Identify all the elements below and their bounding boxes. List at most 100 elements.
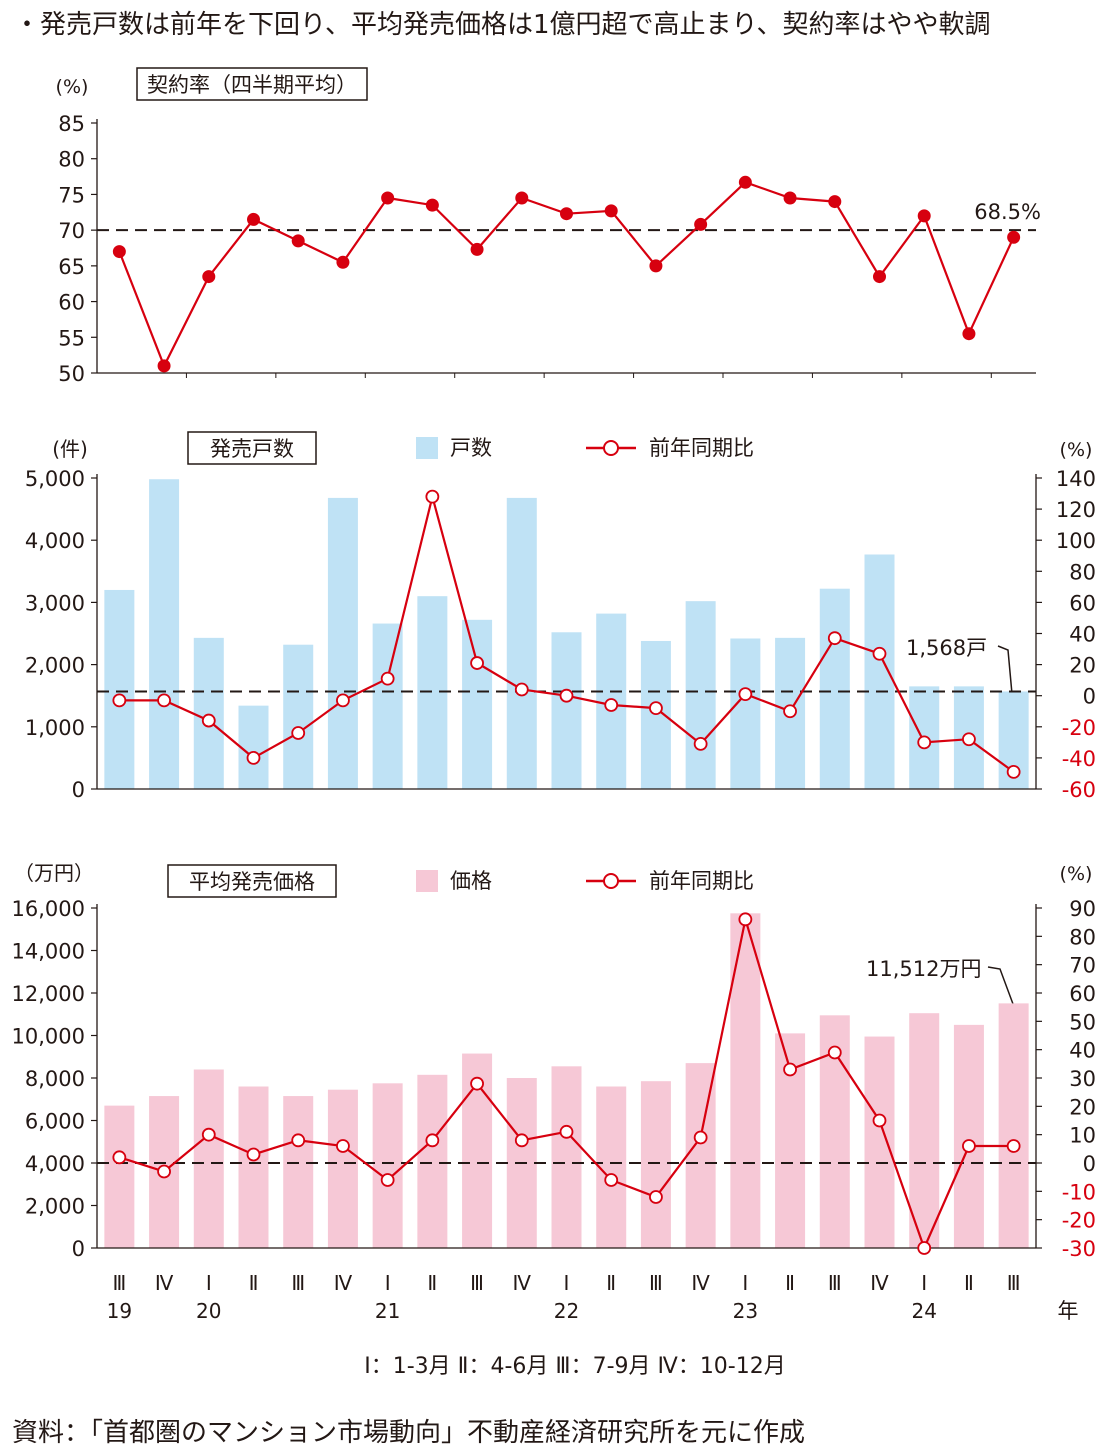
price-point [559,1124,574,1139]
quarter-label: Ⅳ [870,1271,889,1295]
price-point [380,1173,395,1187]
quarter-label: Ⅱ [606,1271,616,1295]
contract-rate-point [291,234,305,248]
units-y2-tick-label: 20 [1069,654,1096,678]
contract-rate-y-tick-label: 80 [58,148,85,172]
price-y-tick-label: 0 [72,1237,85,1261]
price-point [1006,1139,1021,1153]
units-y-tick-label: 1,000 [25,716,85,740]
units-y-tick-label: 4,000 [25,529,85,553]
units-point [693,737,708,751]
contract-rate-y-tick-label: 65 [58,255,85,279]
price-y-tick-label: 10,000 [12,1025,85,1049]
price-bar [104,1105,135,1248]
units-bar [104,589,135,789]
quarter-label: Ⅰ [385,1271,391,1295]
units-title: 発売戸数 [210,437,294,461]
contract-rate-chart: 契約率（四半期平均） (%) 68.5% 50 55 60 65 70 75 80 85 [56,67,1041,386]
units-point [1006,764,1021,779]
contract-rate-point [1007,230,1021,244]
price-y2-tick-label: -30 [1062,1237,1096,1261]
contract-rate-point [202,270,216,284]
contract-rate-point [515,191,529,205]
price-point [962,1139,976,1153]
units-annotation-leader [997,645,1013,695]
price-y2-tick-label: 10 [1069,1124,1096,1148]
quarter-label: Ⅳ [155,1271,174,1295]
price-bar [909,1013,940,1248]
price-point [336,1139,350,1153]
quarter-label: Ⅰ [742,1271,748,1295]
price-point [872,1113,887,1128]
quarter-label: Ⅳ [513,1271,532,1295]
price-point [783,1062,797,1077]
price-point [112,1150,127,1165]
contract-rate-point [962,327,976,341]
price-point [738,912,753,927]
contract-rate-point [783,191,797,205]
year-label: 24 [911,1299,936,1323]
units-bar [417,596,448,789]
units-point [246,751,261,765]
units-bar [864,554,895,789]
units-y2-tick-label: 40 [1069,623,1096,647]
year-label: 20 [196,1299,221,1323]
units-bar [685,601,716,789]
price-chart: 平均発売価格 （万円） (%) 価格 前年同期比 11,512万円 0 2,000… [12,861,1096,1261]
year-label: 21 [375,1299,400,1323]
contract-rate-point [560,207,573,221]
units-y2-tick-label: -20 [1062,716,1096,740]
units-bar [506,497,537,789]
price-point [693,1130,708,1145]
price-y-tick-label: 14,000 [12,940,85,964]
price-y2-tick-label: 40 [1069,1039,1096,1063]
price-point [827,1045,842,1060]
units-chart: 発売戸数 (件) (%) 戸数 前年同期比 1,568戸 0 1,000 2,000… [25,431,1096,802]
price-bar [596,1086,627,1248]
units-bar [238,705,269,789]
price-y2-tick-label: 60 [1069,982,1096,1006]
year-label: 22 [554,1299,579,1323]
price-legend-line-label: 前年同期比 [649,869,754,893]
price-legend-marker [603,873,619,889]
price-y-tick-label: 16,000 [12,897,85,921]
price-y-tick-label: 12,000 [12,982,85,1006]
price-point [514,1133,529,1148]
units-legend-marker [603,440,619,456]
quarter-label: Ⅳ [691,1271,710,1295]
contract-rate-y-tick-label: 60 [58,291,85,315]
units-point [917,735,932,750]
units-y-tick-label: 0 [72,778,85,802]
quarter-label: Ⅱ [427,1271,437,1295]
contract-rate-ylabel: (%) [56,76,89,98]
price-bar [551,1066,582,1248]
year-label: 23 [733,1299,758,1323]
source-note: 資料：「首都圏のマンション市場動向」不動産経済研究所を元に作成 [12,1418,806,1448]
contract-rate-point [157,359,171,373]
quarter-label: Ⅰ [206,1271,212,1295]
price-ylabel: （万円） [14,861,94,885]
period-note: Ⅰ：1-3月 Ⅱ：4-6月 Ⅲ：7-9月 Ⅳ：10-12月 [364,1354,786,1379]
price-bar [193,1069,224,1248]
price-point [157,1164,171,1179]
quarter-label: Ⅲ [828,1271,842,1295]
price-annotation: 11,512万円 [866,957,981,981]
quarter-label: Ⅱ [249,1271,259,1295]
year-label: 19 [107,1299,132,1323]
quarter-label: Ⅱ [785,1271,795,1295]
quarter-label: Ⅲ [112,1271,126,1295]
units-y2-tick-label: -40 [1062,747,1096,771]
contract-rate-point [247,212,260,226]
quarter-label: Ⅰ [564,1271,570,1295]
price-point [917,1241,932,1255]
quarter-label: Ⅲ [649,1271,663,1295]
price-bar [953,1024,984,1248]
price-bar [238,1086,269,1248]
price-y2-tick-label: 90 [1069,897,1096,921]
units-point [425,489,440,504]
price-y-tick-label: 2,000 [25,1195,85,1219]
units-legend-bar-label: 戸数 [450,436,492,460]
price-point [291,1133,306,1148]
units-y2-tick-label: 0 [1083,685,1096,709]
price-annotation-leader [987,966,1014,1005]
